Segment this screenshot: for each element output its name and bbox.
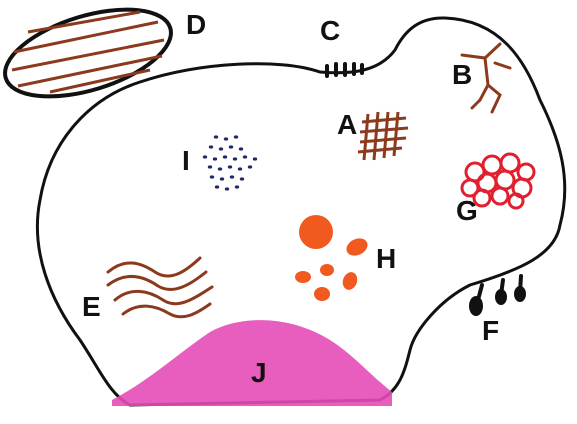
structure-a-crosshatch [357, 111, 409, 161]
dot [233, 135, 239, 139]
label-g: G [456, 195, 478, 226]
cell-outline [35, 16, 567, 407]
dot [209, 175, 215, 179]
structure-e-wavy [106, 256, 214, 319]
structure-c-protrusions [325, 62, 364, 78]
label-j: J [251, 357, 267, 388]
structure-f-knobs [469, 274, 526, 316]
dot [218, 147, 224, 151]
dot [213, 135, 219, 139]
dot [229, 175, 235, 179]
dot [208, 145, 214, 149]
label-e: E [82, 291, 101, 322]
dot [219, 177, 225, 181]
structure-g-circles [460, 152, 536, 210]
dot [242, 155, 248, 159]
dot [224, 187, 230, 191]
dot [222, 155, 228, 159]
dot [232, 157, 238, 161]
dot [223, 137, 229, 141]
label-i: I [182, 145, 190, 176]
dot [202, 155, 208, 159]
structure-j-mound [112, 320, 392, 406]
label-f: F [482, 315, 499, 346]
dot [238, 147, 244, 151]
dot [239, 177, 245, 181]
dot [212, 157, 218, 161]
dot [214, 185, 220, 189]
dot [217, 167, 223, 171]
label-h: H [376, 243, 396, 274]
structure-i-dots [202, 135, 258, 191]
dot [227, 165, 233, 169]
dot [247, 165, 253, 169]
dot [234, 185, 240, 189]
dot [252, 157, 258, 161]
label-a: A [337, 109, 357, 140]
label-b: B [452, 59, 472, 90]
dot [228, 145, 234, 149]
dot [237, 167, 243, 171]
dot [207, 165, 213, 169]
label-d: D [186, 9, 206, 40]
label-c: C [320, 15, 340, 46]
structure-h-blobs [295, 215, 368, 301]
structure-b-branching [460, 42, 512, 114]
structure-d-striped-oval [3, 7, 173, 99]
